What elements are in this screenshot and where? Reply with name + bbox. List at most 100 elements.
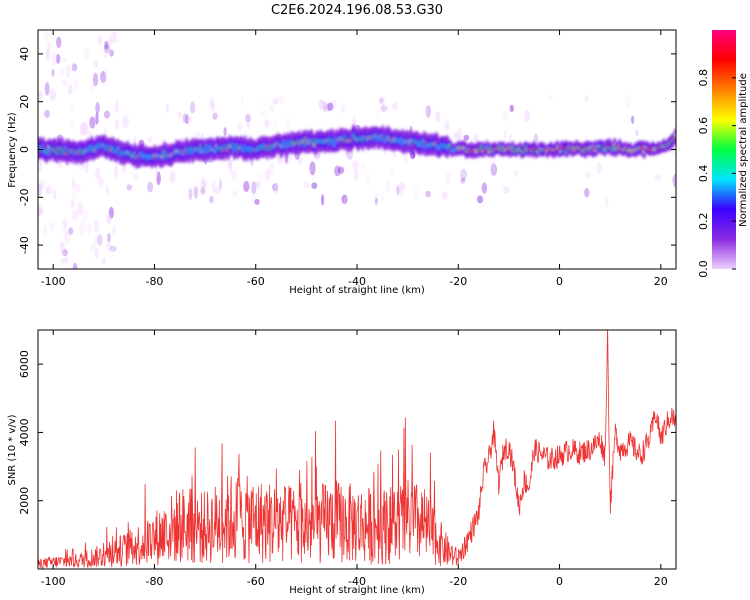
- noise-cell: [227, 159, 233, 170]
- noise-cell: [156, 171, 161, 186]
- noise-cell: [631, 115, 635, 125]
- noise-cell: [90, 83, 95, 93]
- noise-cell: [212, 181, 215, 194]
- noise-cell: [108, 206, 114, 219]
- noise-cell: [51, 68, 55, 78]
- noise-cell: [367, 172, 371, 187]
- colorbar-tick-label: 0.0: [697, 260, 710, 278]
- noise-cell: [596, 162, 602, 175]
- noise-cell: [272, 183, 279, 192]
- noise-cell: [272, 97, 279, 105]
- noise-cell: [441, 191, 448, 200]
- spectral-band: [38, 124, 676, 170]
- noise-cell: [262, 99, 267, 106]
- noise-cell: [86, 222, 93, 234]
- noise-cell: [264, 119, 270, 128]
- noise-cell: [256, 181, 261, 189]
- noise-cell: [104, 40, 109, 50]
- noise-cell: [110, 31, 118, 44]
- spectrogram-x-ticks: -100 -80 -60 -40 -20 0 20: [41, 30, 668, 288]
- noise-cell: [111, 224, 116, 237]
- noise-cell: [56, 36, 62, 49]
- noise-cell: [374, 193, 379, 202]
- noise-cell: [97, 36, 103, 46]
- noise-cell: [264, 168, 271, 182]
- noise-cell: [260, 110, 268, 119]
- x-tick-label: 20: [654, 575, 668, 588]
- noise-cell: [318, 99, 326, 110]
- noise-cell: [71, 63, 78, 72]
- x-tick-label: -100: [41, 275, 66, 288]
- noise-cell: [547, 94, 554, 102]
- noise-cell: [585, 171, 592, 179]
- snr-x-ticks: -100 -80 -60 -40 -20 0 20: [41, 330, 668, 588]
- noise-cell: [321, 194, 325, 206]
- noise-cell: [211, 98, 215, 113]
- noise-cell: [303, 180, 310, 189]
- x-tick-label: -20: [449, 575, 467, 588]
- noise-cell: [51, 51, 58, 66]
- noise-cell: [63, 256, 69, 264]
- noise-cell: [380, 191, 385, 201]
- noise-cell: [43, 225, 48, 237]
- colorbar-tick-label: 0.8: [697, 69, 710, 87]
- noise-cell: [107, 232, 111, 243]
- noise-cell: [343, 196, 349, 205]
- noise-cell: [654, 174, 662, 181]
- noise-cell: [392, 102, 398, 111]
- noise-cell: [147, 181, 154, 193]
- noise-cell: [56, 54, 61, 64]
- noise-cell: [509, 104, 514, 113]
- noise-cell: [605, 196, 609, 208]
- noise-cell: [49, 88, 57, 101]
- noise-cell: [78, 164, 85, 171]
- noise-cell: [95, 167, 101, 180]
- snr-series-line: [38, 330, 676, 569]
- noise-cell: [296, 156, 303, 165]
- noise-cell: [178, 111, 182, 119]
- noise-cell: [103, 51, 109, 59]
- noise-cell: [155, 169, 159, 177]
- noise-cell: [502, 109, 509, 122]
- noise-cell: [38, 206, 42, 218]
- noise-cell: [68, 227, 74, 235]
- noise-cell: [59, 242, 66, 252]
- noise-cell: [379, 96, 386, 109]
- noise-cell: [93, 60, 99, 69]
- noise-cell: [285, 155, 290, 166]
- spectrogram-x-axis-label: Height of straight line (km): [289, 285, 425, 296]
- noise-cell: [94, 248, 99, 259]
- noise-cell: [114, 118, 120, 130]
- y-tick-label: 20: [18, 95, 31, 109]
- noise-cell: [460, 177, 466, 184]
- noise-cell: [463, 134, 470, 141]
- noise-cell: [334, 165, 341, 177]
- chart-title: C2E6.2024.196.08.53.G30: [271, 3, 443, 18]
- snr-y-axis-label: SNR (10 * v/v): [7, 414, 18, 485]
- noise-cell: [106, 243, 112, 251]
- noise-cell: [81, 122, 89, 135]
- y-tick-label: 6000: [18, 350, 31, 378]
- noise-cell: [97, 34, 103, 43]
- x-tick-label: -40: [348, 575, 366, 588]
- spectrogram-y-ticks: -40 -20 0 20 40: [18, 47, 676, 254]
- noise-cell: [133, 173, 139, 180]
- noise-cell: [38, 183, 42, 196]
- noise-cell: [503, 129, 507, 139]
- noise-cell: [38, 90, 43, 101]
- noise-cell: [60, 258, 65, 266]
- noise-cell: [114, 100, 119, 113]
- noise-cell: [89, 116, 96, 129]
- noise-cell: [74, 77, 78, 91]
- noise-cell: [481, 182, 488, 194]
- noise-cell: [584, 95, 589, 102]
- noise-cell: [285, 117, 291, 129]
- noise-cell: [75, 183, 81, 193]
- snr-panel: -100 -80 -60 -40 -20 0 20 2000 4000 6000 Height …: [7, 329, 677, 596]
- noise-cell: [414, 187, 418, 201]
- noise-cell: [38, 247, 41, 260]
- noise-cell: [245, 113, 251, 123]
- noise-cell: [38, 159, 43, 173]
